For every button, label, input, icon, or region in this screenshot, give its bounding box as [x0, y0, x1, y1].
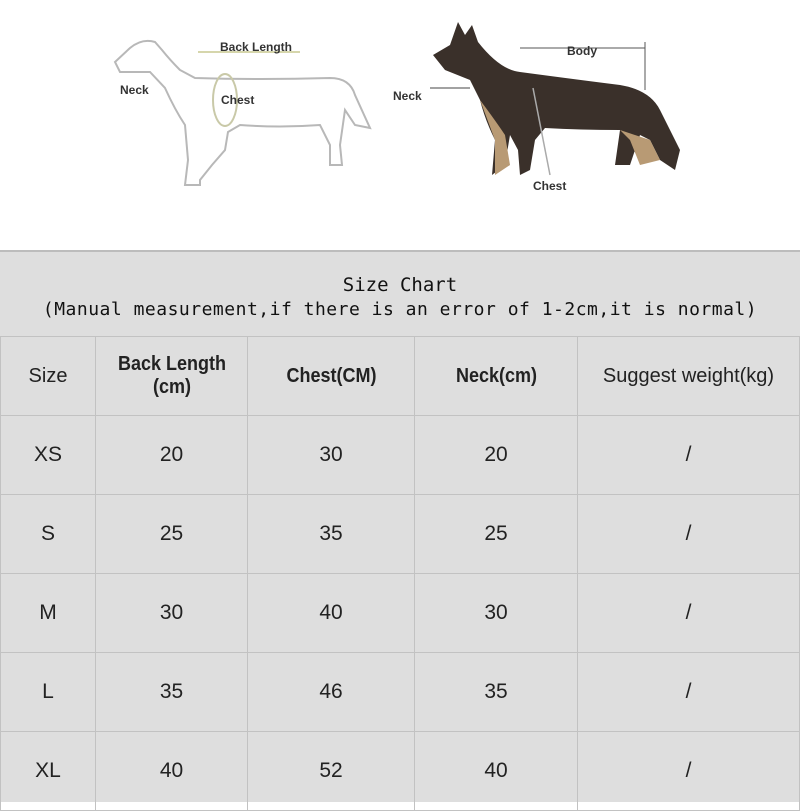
header-chest: Chest(CM): [255, 336, 407, 416]
size-chart: Size Chart (Manual measurement,if there …: [0, 250, 800, 811]
photo-dog: [433, 22, 680, 175]
table-row: XS 20 30 20/: [0, 415, 800, 495]
cell-chest: 30: [247, 415, 415, 495]
outline-dog-drawing: [113, 39, 372, 186]
cell-chest: 35: [247, 494, 415, 574]
cell-neck: 30: [414, 573, 578, 653]
header-back-length-line2: (cm): [152, 376, 191, 398]
table-row: XL 40 52 40/: [0, 731, 800, 811]
cell-suggest-weight: /: [577, 652, 800, 732]
cell-suggest-weight: /: [577, 415, 800, 495]
header-suggest-weight: Suggest weight(kg): [577, 336, 800, 416]
table-row: M 30 40 30/: [0, 573, 800, 653]
cell-back-length: 30: [95, 573, 248, 653]
label-back-length: Back Length: [220, 40, 293, 54]
header-neck: Neck(cm): [422, 336, 570, 416]
header-back-length-line1: Back Length: [117, 353, 226, 375]
table-row: S 25 35 25/: [0, 494, 800, 574]
size-table: Size Back Length (cm) Chest(CM) Neck(cm) …: [0, 336, 800, 811]
table-row: L 35 46 35/: [0, 652, 800, 732]
cell-suggest-weight: /: [577, 731, 800, 811]
measurement-illustration: Back Length Neck Chest Body Neck Chest: [0, 0, 800, 250]
cell-size: XL: [0, 731, 96, 811]
cell-back-length: 35: [95, 652, 248, 732]
cell-size: XS: [0, 415, 96, 495]
cell-neck: 40: [414, 731, 578, 811]
label-neck-right: Neck: [393, 89, 422, 103]
cell-chest: 46: [247, 652, 415, 732]
label-chest-right: Chest: [533, 179, 567, 193]
size-chart-note: (Manual measurement,if there is an error…: [42, 299, 758, 320]
cell-neck: 35: [414, 652, 578, 732]
table-header-row: Size Back Length (cm) Chest(CM) Neck(cm) …: [0, 336, 800, 416]
dog-diagrams: [113, 22, 680, 186]
cell-size: S: [0, 494, 96, 574]
header-back-length: Back Length (cm): [102, 336, 241, 416]
cell-neck: 20: [414, 415, 578, 495]
cell-suggest-weight: /: [577, 494, 800, 574]
cell-back-length: 40: [95, 731, 248, 811]
cell-chest: 40: [247, 573, 415, 653]
cell-chest: 52: [247, 731, 415, 811]
cell-size: L: [0, 652, 96, 732]
label-neck-left: Neck: [120, 83, 149, 97]
cell-back-length: 25: [95, 494, 248, 574]
cell-neck: 25: [414, 494, 578, 574]
header-size: Size: [0, 336, 96, 416]
label-body: Body: [567, 44, 597, 58]
label-chest-left: Chest: [221, 93, 255, 107]
cell-suggest-weight: /: [577, 573, 800, 653]
cell-size: M: [0, 573, 96, 653]
size-chart-title: Size Chart: [342, 274, 458, 296]
chest-arrow: [532, 87, 551, 176]
cell-back-length: 20: [95, 415, 248, 495]
